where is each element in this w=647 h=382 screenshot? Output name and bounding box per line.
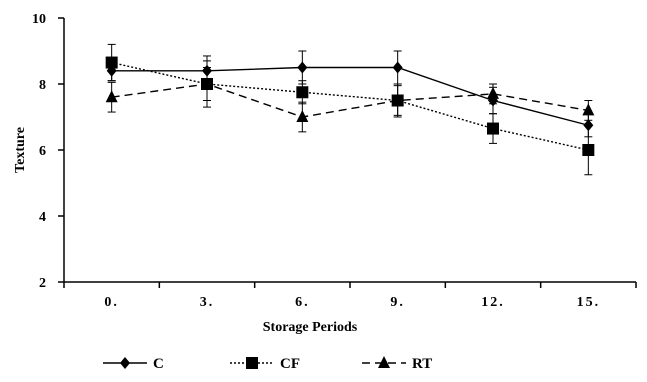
series-line-c [111,66,589,126]
point-c [202,64,212,77]
point-rt [201,77,213,89]
point-cf [105,56,118,69]
axes [63,18,636,283]
legend-label-c: C [153,356,164,372]
x-tick-label: 0. [104,295,119,310]
legend-label-cf: CF [280,356,300,372]
x-tick-label: 12. [481,295,505,310]
point-rt [582,103,595,116]
point-rt [391,93,404,106]
legend-marker-cf [246,357,258,369]
series-line-cf [111,61,589,151]
y-axis-title: Texture [13,127,28,173]
legend: C CF RT [103,356,432,372]
y-tick-label: 2 [39,276,46,291]
markers [105,56,595,156]
legend-label-rt: RT [412,356,432,372]
error-bars [107,43,593,176]
y-tick-label: 8 [39,78,46,93]
x-tick-label: 6. [295,295,310,310]
point-c [297,61,308,74]
series-lines [111,61,589,151]
y-tick-label: 4 [39,210,46,225]
point-c [583,119,594,132]
point-rt [487,86,499,99]
point-rt [296,110,309,122]
point-cf [296,86,309,99]
point-c [392,61,403,74]
legend-marker-c [120,357,130,369]
y-ticks: 2 4 6 8 10 [32,12,64,291]
x-tick-label: 9. [390,295,405,310]
point-rt [105,90,118,103]
y-tick-label: 6 [39,144,46,159]
x-tick-label: 3. [200,295,215,310]
y-tick-label: 10 [32,12,46,27]
point-cf [487,122,499,135]
x-axis-title: Storage Periods [263,320,358,335]
series-line-rt [111,83,589,118]
x-tick-label: 15. [577,295,601,310]
x-ticks: 0. 3. 6. 9. 12. 15. [63,282,637,310]
point-cf [582,144,595,156]
legend-marker-rt [378,356,390,368]
